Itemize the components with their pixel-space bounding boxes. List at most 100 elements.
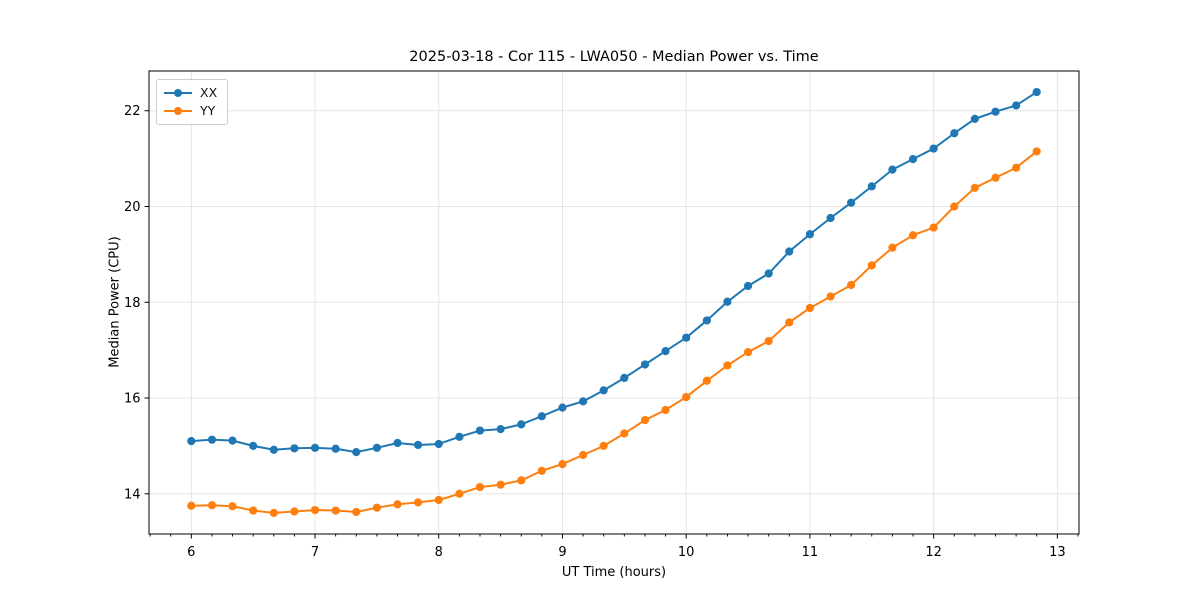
series-yy-marker: [352, 507, 361, 517]
series-xx-marker: [1032, 87, 1041, 97]
series-xx-marker: [970, 114, 979, 123]
series-xx-marker: [599, 386, 608, 395]
series-yy-marker: [908, 231, 918, 240]
legend-swatch-xx: [164, 87, 192, 99]
series-xx-marker: [331, 444, 340, 453]
series-xx-marker: [558, 403, 567, 412]
series-yy-marker: [1032, 147, 1041, 156]
series-xx-marker: [228, 436, 237, 445]
legend-marker-icon: [174, 107, 182, 115]
series-xx-marker: [661, 346, 670, 356]
series-yy-marker: [537, 466, 546, 475]
x-tick-label: 11: [802, 545, 819, 560]
x-tick-label: 9: [558, 545, 566, 560]
series-yy-marker: [620, 429, 629, 438]
series-xx-marker: [249, 441, 258, 451]
series-xx-marker: [847, 198, 856, 207]
series-xx-marker: [929, 144, 938, 153]
y-tick-label: 14: [124, 487, 141, 502]
series-yy-marker: [228, 502, 237, 511]
series-xx-marker: [496, 425, 505, 434]
series-yy-marker: [187, 501, 196, 510]
series-xx-marker: [785, 247, 794, 256]
legend-marker-icon: [174, 89, 182, 97]
series-xx-marker: [702, 316, 711, 325]
legend: XX YY: [156, 79, 228, 125]
series-xx-marker: [393, 438, 402, 448]
series-yy-marker: [434, 495, 443, 505]
series-xx-marker: [579, 397, 588, 406]
series-xx-marker: [455, 432, 464, 441]
series-xx-marker: [620, 373, 629, 383]
series-xx-marker: [805, 230, 815, 239]
x-tick-label: 10: [678, 545, 695, 560]
series-xx-marker: [908, 154, 918, 164]
series-yy-marker: [640, 415, 650, 425]
series-yy-marker: [867, 261, 876, 270]
series-xx-marker: [434, 439, 443, 449]
series-yy-marker: [991, 173, 1000, 182]
series-xx-marker: [743, 281, 753, 291]
legend-entry-yy: YY: [164, 103, 221, 119]
series-xx-marker: [640, 360, 650, 369]
series-yy-marker: [929, 223, 938, 232]
y-tick-label: 22: [124, 104, 141, 119]
series-yy-marker: [847, 280, 856, 290]
series-xx-marker: [352, 448, 361, 457]
series-yy-marker: [393, 500, 402, 509]
y-tick-label: 20: [124, 200, 141, 215]
series-xx-marker: [517, 420, 526, 429]
series-yy-marker: [290, 507, 299, 516]
series-xx-marker: [207, 435, 217, 444]
series-xx-marker: [991, 107, 1000, 116]
series-yy-marker: [743, 347, 753, 357]
series-yy-marker: [558, 459, 567, 469]
series-yy-marker: [950, 202, 959, 211]
series-yy-line: [190, 150, 1038, 514]
series-yy-marker: [970, 183, 979, 192]
series-xx-marker: [950, 129, 959, 138]
x-tick-label: 7: [311, 545, 319, 560]
series-yy-marker: [310, 505, 320, 515]
series-xx-marker: [764, 269, 773, 278]
series-yy-marker: [207, 501, 217, 510]
series-xx-marker: [682, 333, 691, 342]
series-xx-marker: [187, 437, 196, 446]
y-tick-label: 18: [124, 296, 141, 311]
series-xx-marker: [888, 165, 897, 174]
series-yy-marker: [475, 482, 485, 492]
series-yy-marker: [413, 498, 423, 507]
series-yy-marker: [764, 336, 773, 346]
series-yy-marker: [496, 480, 505, 489]
series-xx-marker: [1012, 101, 1021, 110]
series-yy-marker: [682, 392, 691, 402]
series-yy-marker: [723, 361, 732, 370]
x-tick-label: 13: [1049, 545, 1066, 560]
x-tick-label: 12: [925, 545, 942, 560]
x-axis-label: UT Time (hours): [561, 565, 667, 580]
chart-title: 2025-03-18 - Cor 115 - LWA050 - Median P…: [409, 49, 819, 65]
series-yy-marker: [455, 489, 464, 498]
series-yy-marker: [661, 405, 670, 415]
series-yy-marker: [249, 506, 258, 515]
series-yy-marker: [1012, 163, 1021, 172]
series-yy-marker: [702, 376, 711, 385]
series-yy-marker: [331, 506, 340, 515]
series-xx-marker: [269, 445, 278, 454]
legend-label-yy: YY: [200, 103, 216, 118]
series-yy-marker: [372, 503, 381, 512]
x-tick-label: 8: [435, 545, 443, 560]
series-xx-marker: [372, 443, 381, 452]
series-yy-marker: [269, 508, 278, 518]
series-yy-marker: [888, 243, 897, 252]
series-xx-marker: [310, 443, 320, 452]
legend-swatch-yy: [164, 105, 192, 117]
x-tick-label: 6: [187, 545, 195, 560]
series-yy-marker: [517, 476, 526, 485]
series-xx-marker: [826, 213, 835, 223]
y-tick-label: 16: [124, 392, 141, 407]
series-xx-marker: [413, 440, 423, 450]
series-yy-marker: [805, 303, 815, 313]
